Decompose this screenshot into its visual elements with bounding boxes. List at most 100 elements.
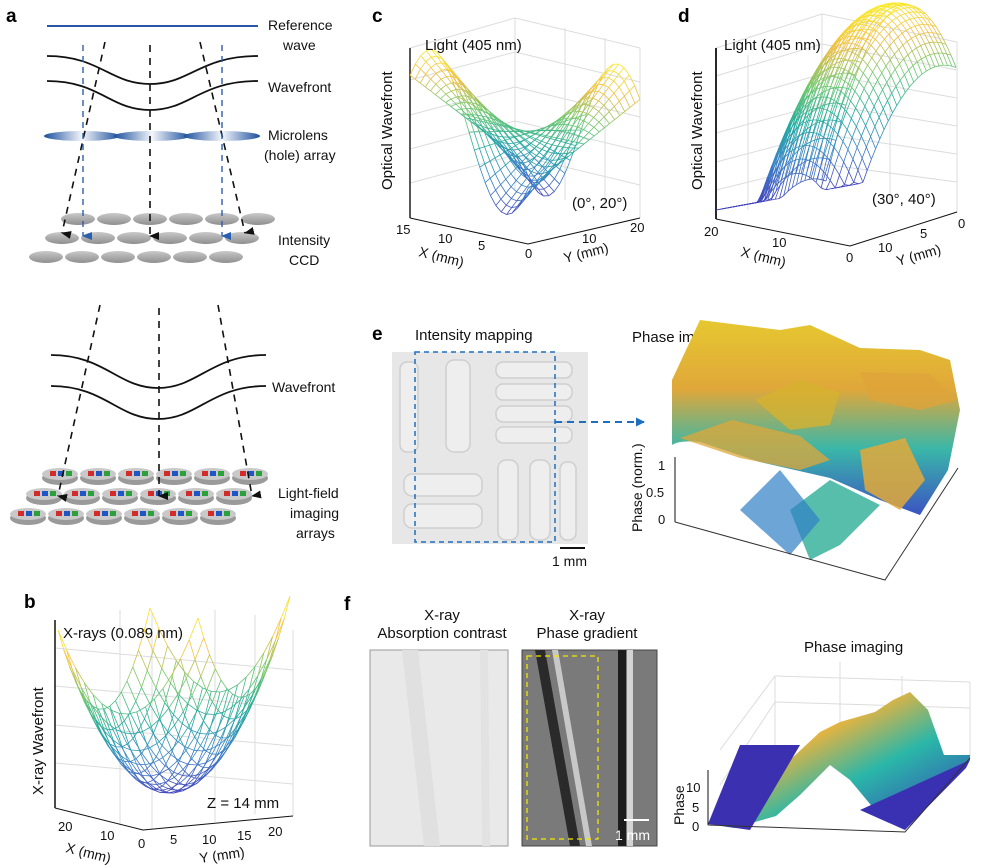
mesh-line	[851, 60, 858, 75]
mesh-line	[841, 95, 846, 107]
z-tick: 0	[692, 819, 699, 834]
mesh-line	[914, 25, 921, 35]
mesh-line	[847, 50, 853, 53]
mesh-line	[203, 720, 210, 730]
mesh-line	[561, 113, 568, 120]
mesh-line	[912, 65, 919, 78]
mesh-line	[908, 7, 914, 13]
mesh-line	[492, 123, 499, 126]
mesh-line	[826, 57, 833, 70]
mesh-line	[939, 64, 944, 67]
mesh-line	[511, 200, 518, 208]
mesh-line	[208, 729, 216, 736]
mesh-line	[774, 184, 781, 200]
mesh-line	[841, 111, 847, 123]
mesh-line	[839, 161, 845, 176]
mesh-line	[872, 11, 878, 16]
mesh-line	[141, 752, 151, 766]
mesh-line	[800, 93, 807, 107]
mesh-line	[164, 702, 174, 715]
mesh-line	[829, 67, 835, 77]
mesh-line	[530, 138, 537, 144]
mesh-line	[471, 108, 478, 110]
mesh-line	[567, 141, 574, 148]
mesh-line	[856, 18, 861, 22]
mesh-line	[814, 150, 820, 164]
mesh-line	[512, 159, 519, 167]
panel-a: a Reference wave Wavefront Microlens (ho…	[6, 6, 339, 541]
mesh-line	[613, 70, 620, 75]
mesh-line	[834, 166, 840, 176]
mesh-line	[150, 764, 160, 775]
mesh-line	[598, 116, 605, 123]
mesh-line	[824, 173, 831, 181]
pixel-stripe	[194, 491, 200, 496]
mesh-line	[852, 158, 859, 171]
mesh-line	[790, 172, 797, 175]
mesh-line	[110, 709, 117, 730]
mesh-line	[516, 201, 523, 209]
mesh-line	[822, 107, 828, 111]
mesh-line	[855, 22, 861, 26]
mesh-line	[808, 76, 814, 86]
mesh-line	[153, 698, 161, 719]
mesh-line	[494, 173, 501, 185]
mesh-line	[902, 41, 908, 46]
mesh-line	[275, 618, 285, 641]
mesh-line	[436, 62, 442, 65]
mesh-line	[257, 652, 265, 676]
pixel-stripe	[18, 511, 24, 516]
mesh-line	[844, 39, 851, 51]
mesh-line	[824, 54, 829, 61]
mesh-line	[896, 98, 902, 106]
mesh-line	[839, 72, 844, 75]
mesh-line	[845, 95, 851, 102]
mesh-line	[856, 60, 862, 63]
mesh-line	[840, 105, 847, 123]
mesh-line	[577, 104, 583, 112]
mesh-line	[870, 45, 877, 52]
mesh-line	[500, 204, 507, 213]
pixel-stripe	[218, 471, 224, 476]
zlabel-c: Optical Wavefront	[379, 71, 396, 190]
pixel-stripe	[216, 511, 222, 516]
mesh-line	[816, 92, 822, 97]
mesh-line	[922, 17, 928, 25]
mesh-line	[858, 181, 864, 185]
mesh-line	[525, 136, 531, 140]
mesh-line	[547, 165, 554, 173]
mesh-line	[796, 114, 803, 121]
mesh-line	[575, 129, 582, 146]
mesh-line	[836, 116, 843, 123]
mesh-line	[903, 58, 910, 70]
mesh-line	[908, 65, 914, 71]
mesh-line	[577, 126, 584, 130]
mesh-line	[164, 765, 174, 773]
mesh-line	[814, 134, 820, 148]
mesh-line	[867, 64, 873, 73]
title-absorption: Absorption contrast	[377, 625, 507, 642]
mesh-line	[937, 52, 944, 66]
mesh-line	[118, 726, 128, 745]
mesh-line	[889, 2, 894, 4]
mesh-line	[782, 134, 788, 147]
mesh-line	[826, 139, 833, 159]
mesh-line	[795, 106, 802, 121]
mesh-line	[860, 37, 867, 42]
mesh-line	[283, 595, 291, 619]
mesh-line	[604, 123, 610, 129]
mesh-line	[859, 19, 864, 25]
mesh-line	[507, 153, 513, 161]
mesh-line	[540, 129, 547, 135]
mesh-line	[452, 70, 458, 77]
mesh-line	[450, 98, 457, 105]
mesh-line	[168, 768, 175, 778]
mesh-line	[831, 138, 837, 141]
mesh-line	[858, 19, 864, 22]
mesh-line	[745, 203, 751, 205]
mesh-line	[916, 47, 922, 60]
mesh-line	[243, 693, 250, 698]
mesh-line	[133, 731, 143, 735]
mesh-line	[784, 152, 790, 167]
mesh-line	[831, 112, 838, 118]
